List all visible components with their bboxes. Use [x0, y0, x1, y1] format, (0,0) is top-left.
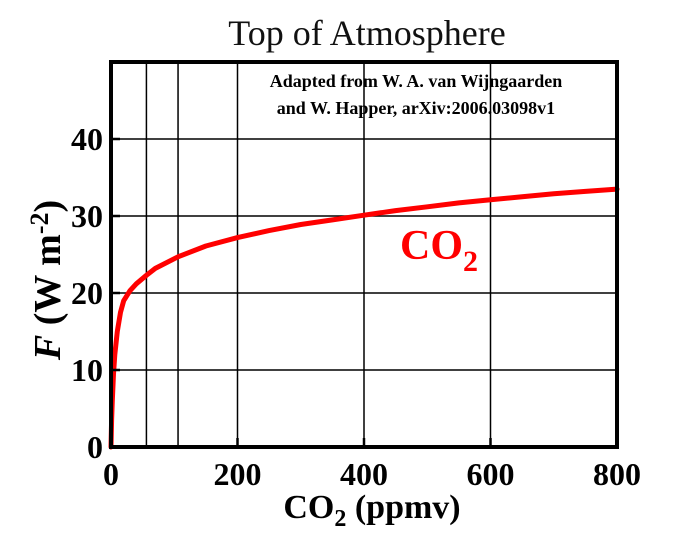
series-layer	[108, 186, 620, 450]
series-label-subscript: 2	[463, 245, 478, 278]
x-tick-label-2: 400	[340, 456, 388, 492]
y-tick-label-0: 0	[87, 429, 103, 465]
x-axis-label: CO2 (ppmv)	[283, 489, 460, 532]
y-axis-label-close: )	[27, 200, 69, 213]
x-tick-label-3: 600	[467, 456, 515, 492]
y-axis-label-units: (W m	[27, 234, 69, 335]
x-tick-label-4: 800	[593, 456, 641, 492]
y-axis-label-superscript: -2	[25, 213, 54, 235]
y-tick-label-1: 10	[71, 352, 103, 388]
x-tick-label-0: 0	[103, 456, 119, 492]
y-axis-label: F (W m-2)	[25, 200, 69, 361]
series-label-main: CO	[400, 223, 463, 269]
y-axis-label-symbol: F	[27, 335, 69, 361]
x-tick-label-1: 200	[214, 456, 262, 492]
y-tick-label-3: 30	[71, 198, 103, 234]
y-tick-label-2: 20	[71, 275, 103, 311]
x-axis-label-rest: (ppmv)	[346, 489, 460, 526]
source-annotation-line-2: and W. Happer, arXiv:2006.03098v1	[277, 98, 555, 118]
series-label-co2: CO2	[400, 223, 478, 278]
y-tick-labels: 0 10 20 30 40	[71, 121, 120, 465]
x-axis-label-main: CO	[283, 489, 334, 526]
x-axis-label-subscript: 2	[334, 506, 346, 532]
chart-title: Top of Atmosphere	[228, 13, 505, 53]
y-tick-label-4: 40	[71, 121, 103, 157]
x-tick-labels: 0 200 400 600 800	[103, 438, 641, 492]
source-annotation-line-1: Adapted from W. A. van Wijngaarden	[270, 71, 563, 91]
